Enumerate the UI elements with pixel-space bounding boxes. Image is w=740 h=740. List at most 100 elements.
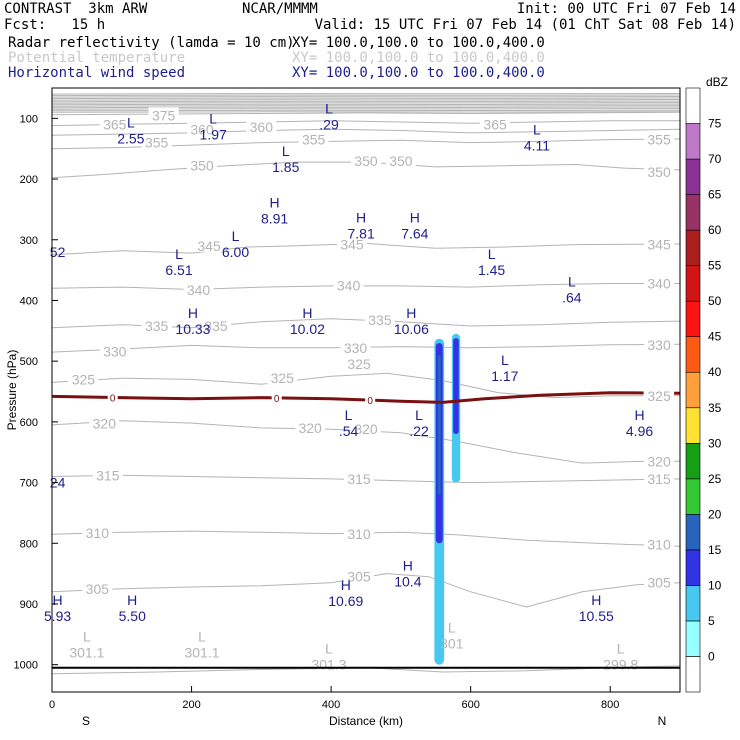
wind-extremum-value: 10.55 — [579, 608, 614, 624]
colorbar-swatch — [685, 549, 701, 586]
y-axis-label: Pressure (hPa) — [5, 350, 19, 431]
theta-contour-label: 320 — [298, 420, 322, 436]
colorbar-swatch — [685, 229, 701, 266]
wind-extremum-kind: L — [533, 122, 541, 138]
wind-extremum-value: .22 — [409, 423, 429, 439]
wind-extremum-value: 5.93 — [44, 608, 71, 624]
theta-label-bg — [344, 526, 375, 541]
wind-extremum-value: 1.45 — [478, 262, 505, 278]
wind-extremum-kind: H — [270, 194, 280, 210]
field3-name: Horizontal wind speed — [8, 65, 186, 81]
wind-extremum-kind: L — [345, 407, 353, 423]
colorbar-swatch — [685, 371, 701, 409]
theta-label-bg — [82, 524, 113, 539]
colorbar-swatch — [685, 478, 701, 515]
theta-contour-upper — [51, 102, 681, 104]
colorbar-tick-label: 60 — [708, 223, 722, 237]
theta-label-bg — [89, 415, 120, 430]
wind-extremum-value: 8.91 — [261, 210, 288, 226]
theta-contour-label: 340 — [647, 275, 671, 291]
theta-label-bg — [82, 580, 113, 595]
wind-extremum-kind: H — [591, 592, 601, 608]
y-tick-label: 1000 — [14, 660, 38, 672]
theta-contour-label: 310 — [86, 525, 110, 541]
colorbar-unit: dBZ — [706, 75, 728, 89]
theta-contour-label: 325 — [347, 356, 371, 372]
wind-extremum-kind: L — [325, 100, 333, 116]
plot-border — [51, 87, 681, 693]
theta-contour-label: 315 — [96, 467, 120, 483]
theta-label-bg — [340, 339, 371, 354]
x-tick-label: 800 — [601, 699, 619, 711]
theta-extremum-kind: L — [198, 628, 206, 644]
field2-name: Potential temperature — [8, 50, 186, 66]
theta-label-bg — [351, 421, 381, 436]
theta-label-bg — [344, 470, 375, 485]
organization: NCAR/MMMM — [242, 1, 318, 17]
theta-label-bg — [246, 118, 277, 133]
wind-extremum-value: 2.55 — [117, 130, 144, 146]
wind-extremum-kind: L — [282, 143, 290, 159]
freezing-label-bg — [107, 391, 118, 404]
theta-label-bg — [344, 356, 375, 371]
theta-contour-upper — [51, 99, 681, 101]
wind-extremum-value: .54 — [339, 423, 359, 439]
theta-contour-label: 325 — [647, 388, 671, 404]
wind-extremum-kind: L — [175, 246, 183, 262]
wind-extremum-value: 10.69 — [328, 593, 363, 609]
theta-contour-365 — [51, 120, 680, 127]
wind-extremum-value: 4.96 — [626, 423, 653, 439]
colorbar-tick-label: 35 — [708, 401, 722, 415]
plot-frame — [51, 87, 681, 693]
field3-xy: XY= 100.0,100.0 to 100.0,400.0 — [292, 65, 545, 81]
theta-extremum-value: 301 — [440, 635, 464, 651]
theta-contour-upper — [51, 109, 681, 112]
theta-label-bg — [187, 121, 218, 136]
theta-label-bg — [295, 419, 326, 434]
y-tick-label: 400 — [20, 295, 38, 307]
theta-label-bg — [183, 282, 214, 297]
theta-contour-upper — [51, 96, 681, 98]
theta-label-bg — [141, 134, 172, 149]
theta-extremum-kind: L — [448, 619, 456, 635]
theta-contour-label: 355 — [647, 132, 671, 148]
y-tick-label: 100 — [20, 113, 38, 125]
wind-extremum-kind: H — [53, 592, 63, 608]
theta-extremum-kind: L — [617, 641, 625, 657]
colorbar-swatch — [685, 442, 701, 480]
theta-contour-label: 335 — [145, 318, 169, 334]
theta-label-bg — [644, 453, 675, 468]
theta-contour-upper — [51, 103, 681, 106]
theta-label-bg — [480, 116, 511, 131]
wind-extremum-value: .29 — [319, 116, 339, 132]
colorbar-swatch — [685, 585, 701, 622]
wind-extremum-kind: H — [341, 577, 351, 593]
theta-contour-label: 350 — [389, 153, 413, 169]
wind-extremum-kind: L — [415, 407, 423, 423]
theta-label-bg — [267, 370, 298, 385]
wind-extremum-value: 10.06 — [394, 321, 429, 337]
theta-contour-label: 315 — [347, 471, 371, 487]
wind-extremum-value: 52 — [50, 244, 66, 260]
theta-contour-label: 355 — [302, 132, 326, 148]
theta-label-bg — [92, 467, 123, 482]
colorbar-tick-label: 70 — [708, 152, 722, 166]
theta-label-bg — [644, 536, 675, 551]
theta-label-bg — [68, 371, 99, 386]
theta-contour-label: 330 — [103, 343, 127, 359]
theta-label-bg — [644, 163, 675, 178]
colorbar-tick-label: 25 — [708, 472, 722, 486]
endpoint-left-label: S — [82, 714, 90, 728]
wind-extremum-kind: H — [406, 305, 416, 321]
colorbar-tick-label: 0 — [708, 649, 715, 663]
colorbar-swatch — [685, 158, 701, 195]
theta-label-bg — [141, 317, 172, 332]
colorbar-tick-label: 75 — [708, 117, 722, 131]
reflectivity-cell — [453, 338, 459, 435]
colorbar-swatch — [685, 194, 701, 231]
colorbar-tick-label: 45 — [708, 330, 722, 344]
theta-label-bg — [364, 311, 395, 326]
theta-label-bg — [351, 152, 381, 167]
